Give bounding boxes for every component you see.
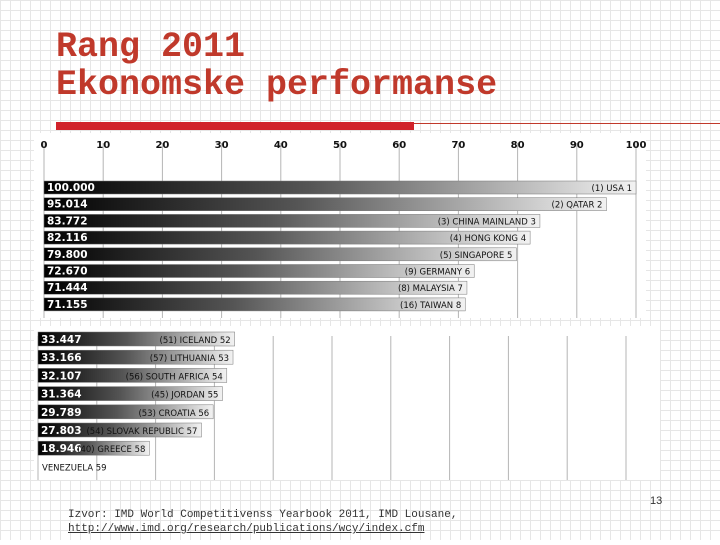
bar-value-label: 33.166: [41, 352, 82, 364]
bar-category-label: (53) CROATIA 56: [138, 409, 209, 419]
x-tick-label: 50: [333, 140, 347, 151]
slide-title-line1: Rang 2011: [56, 27, 246, 67]
page-number: 13: [650, 495, 663, 507]
bar-value-label: 27.803: [41, 425, 82, 437]
panel-background: [34, 326, 660, 480]
x-tick-label: 0: [41, 140, 48, 151]
bar-category-label: (45) JORDAN 55: [151, 391, 218, 401]
bar-category-label: (5) SINGAPORE 5: [440, 251, 513, 261]
x-tick-label: 80: [511, 140, 525, 151]
bar: [43, 247, 517, 262]
bar: [37, 404, 214, 420]
x-tick-label: 60: [392, 140, 406, 151]
bar-value-label: 79.800: [47, 249, 88, 261]
bar-category-label: (16) TAIWAN 8: [400, 301, 461, 311]
bar-value-label: 32.107: [41, 370, 82, 382]
bar-value-label: 71.444: [47, 282, 88, 294]
bar-value-label: 83.772: [47, 215, 88, 227]
bar-value-label: 18.946: [41, 443, 82, 455]
chart-panel-2: 33.447 (51) ICELAND 52 33.166 (57) LITHUANI…: [34, 326, 660, 480]
slide-title: Rang 2011 Ekonomske performanse: [56, 28, 497, 104]
bar-category-label: (4) HONG KONG 4: [450, 234, 526, 244]
bar-value-label: 100.000: [47, 182, 95, 194]
bar: [43, 264, 475, 278]
x-tick-label: 100: [626, 140, 647, 151]
bar-category-label: (54) SLOVAK REPUBLIC 57: [86, 427, 197, 437]
slide-title-line2: Ekonomske performanse: [56, 65, 498, 105]
x-tick-label: 70: [451, 140, 465, 151]
bar-category-label: (3) CHINA MAINLAND 3: [438, 217, 536, 227]
bar-category-label: (40) GREECE 58: [77, 445, 145, 455]
bar-value-label: 95.014: [47, 199, 88, 211]
bar-category-label: (9) GERMANY 6: [405, 268, 470, 278]
x-tick-label: 30: [215, 140, 229, 151]
bar: [37, 440, 150, 456]
bar-category-label: (8) MALAYSIA 7: [398, 284, 463, 294]
bar-category-label: VENEZUELA 59: [42, 463, 107, 473]
bar: [43, 197, 607, 211]
bar: [43, 230, 531, 245]
bar-category-label: (56) SOUTH AFRICA 54: [126, 372, 223, 382]
bar-value-label: 31.364: [41, 389, 82, 401]
title-accent-bar: [56, 122, 414, 130]
bar: [37, 422, 202, 438]
bar-value-label: 72.670: [47, 266, 88, 278]
x-tick-label: 40: [274, 140, 288, 151]
x-tick-label: 20: [155, 140, 169, 151]
bar-value-label: 33.447: [41, 334, 82, 346]
bar: [37, 368, 228, 383]
x-tick-label: 90: [570, 140, 584, 151]
bar: [43, 297, 466, 312]
source-note: Izvor: IMD World Competitivenss Yearbook…: [68, 508, 457, 536]
bar: [43, 214, 541, 228]
source-text: Izvor: IMD World Competitivenss Yearbook…: [68, 509, 458, 521]
bar: [37, 349, 234, 365]
bar: [43, 180, 637, 195]
bar-value-label: 29.789: [41, 407, 82, 419]
x-tick-label: 10: [96, 140, 110, 151]
bar-category-label: (2) QATAR 2: [552, 201, 603, 211]
bar-value-label: 82.116: [47, 232, 88, 244]
bar-category-label: (57) LITHUANIA 53: [150, 354, 229, 364]
chart-panel-1: 0 10 20 30 40 50 60 70 80 90 100 100.000 (1) USA 1 95…: [34, 133, 646, 318]
bar-category-label: (1) USA 1: [592, 184, 632, 194]
source-link[interactable]: http://www.imd.org/research/publications…: [68, 523, 425, 535]
bar-value-label: 71.155: [47, 299, 88, 311]
bar: [37, 331, 235, 347]
bar: [43, 280, 468, 295]
bar-category-label: (51) ICELAND 52: [160, 336, 231, 346]
bar: [37, 386, 223, 401]
